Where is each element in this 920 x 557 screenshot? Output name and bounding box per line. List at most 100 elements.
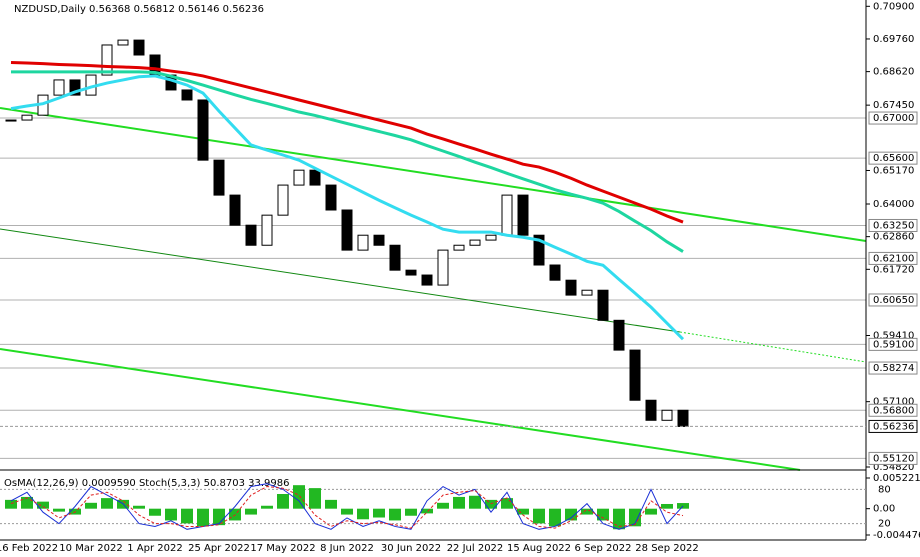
y-tick-label: 0.67450	[873, 100, 914, 111]
y-tick-label: 0.69760	[873, 34, 914, 45]
x-tick-label: 8 Jun 2022	[320, 543, 374, 554]
osma-bar	[645, 508, 657, 515]
candle	[533, 234, 545, 266]
candle	[629, 349, 641, 401]
candle	[613, 319, 625, 351]
stochastic-line	[10, 483, 684, 530]
osma-bar	[37, 501, 49, 509]
y-tick-label: -0.004476	[873, 530, 920, 541]
osma-bar	[581, 508, 593, 515]
candle	[21, 114, 33, 121]
stochastic-line	[10, 486, 684, 529]
osma-bar	[53, 508, 65, 512]
osma-bar	[325, 499, 337, 509]
candle	[645, 399, 657, 421]
osma-bar	[533, 508, 545, 524]
chart-header: NZDUSD,Daily 0.56368 0.56812 0.56146 0.5…	[14, 4, 264, 15]
y-tick-label: 0.00	[873, 504, 895, 515]
x-tick-label: 30 Jun 2022	[381, 543, 441, 554]
candle	[565, 279, 577, 296]
candle	[293, 169, 305, 186]
osma-bar	[197, 508, 209, 527]
candle	[309, 169, 321, 186]
y-tick-label: 0.70900	[873, 1, 914, 12]
y-tick-label: 0.0052212	[873, 473, 920, 484]
candle	[229, 194, 241, 226]
x-tick-label: 10 Mar 2022	[59, 543, 122, 554]
osma-bar	[613, 508, 625, 530]
osma-bar	[245, 508, 257, 515]
y-tick-label: 0.65170	[873, 165, 914, 176]
osma-bar	[373, 508, 385, 518]
candle	[357, 234, 369, 251]
osma-bar	[501, 498, 513, 509]
osma-bar	[261, 505, 273, 509]
osma-bar	[309, 488, 321, 509]
osma-bar	[181, 508, 193, 524]
channel-line	[0, 228, 681, 333]
trend-line	[0, 107, 867, 242]
candle	[469, 239, 481, 246]
level-label: 0.63250	[873, 220, 914, 231]
x-tick-label: 6 Sep 2022	[574, 543, 631, 554]
osma-bar	[5, 499, 17, 509]
moving-average	[10, 60, 684, 224]
osma-bar	[85, 502, 97, 509]
candle	[53, 79, 65, 96]
level-label-box	[868, 293, 918, 307]
y-tick-label: 0.59410	[873, 330, 914, 341]
osma-bar	[629, 508, 641, 527]
candle	[373, 234, 385, 246]
x-tick-label: 16 Feb 2022	[0, 543, 58, 554]
candle	[677, 409, 689, 427]
x-tick-label: 17 May 2022	[250, 543, 315, 554]
osma-bar	[101, 498, 113, 509]
level-label: 0.59100	[873, 339, 914, 350]
level-label-box	[868, 111, 918, 125]
osma-bar	[341, 508, 353, 515]
x-tick-label: 25 Apr 2022	[188, 543, 250, 554]
candle	[517, 194, 529, 236]
osma-bar	[549, 508, 561, 527]
level-label: 0.67000	[873, 113, 914, 124]
candle	[485, 234, 497, 241]
level-label-box	[868, 151, 918, 165]
osma-bar	[597, 508, 609, 521]
candle	[421, 274, 433, 286]
x-tick-label: 1 Apr 2022	[127, 543, 182, 554]
level-label-box	[868, 218, 918, 232]
osma-bar	[149, 508, 161, 516]
level-label: 0.58274	[873, 363, 914, 374]
y-tick-label: 0.64000	[873, 199, 914, 210]
osma-bar	[485, 499, 497, 509]
candle	[549, 264, 561, 281]
moving-average	[10, 74, 685, 341]
level-label-box	[868, 251, 918, 265]
candle	[325, 184, 337, 211]
level-label: 0.55120	[873, 453, 914, 464]
trend-line	[0, 348, 801, 471]
candle	[661, 409, 673, 421]
candle	[245, 224, 257, 246]
osma-bar	[133, 505, 145, 509]
x-tick-label: 15 Aug 2022	[507, 543, 571, 554]
y-tick-label: 0.62860	[873, 232, 914, 243]
level-label: 0.62100	[873, 253, 914, 264]
moving-average	[11, 70, 684, 253]
level-label-box	[868, 451, 918, 465]
candle	[389, 244, 401, 271]
y-tick-label: 0.54820	[873, 462, 914, 473]
osma-bar	[661, 503, 673, 509]
osma-bar	[469, 495, 481, 509]
candle	[133, 39, 145, 56]
y-tick-label: 0.68620	[873, 67, 914, 78]
y2-tick-label: 20	[878, 519, 891, 530]
osma-bar	[293, 485, 305, 509]
candle	[5, 119, 17, 122]
osma-bar	[165, 508, 177, 521]
candle	[197, 99, 209, 161]
level-label-box	[868, 361, 918, 375]
level-label: 0.60650	[873, 295, 914, 306]
osma-bar	[453, 496, 465, 509]
